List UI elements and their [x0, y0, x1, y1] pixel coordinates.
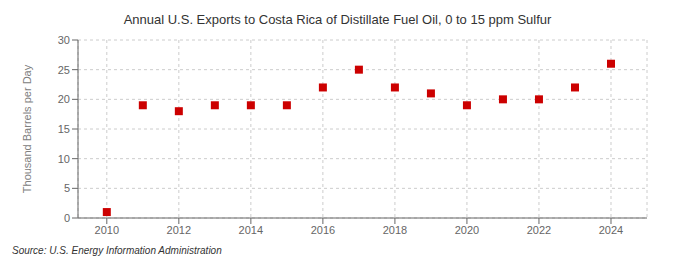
html-text:Annual U.S. Exports to Costa R: Annual U.S. Exports to Costa Rica of Dis… — [123, 12, 552, 27]
svg-text:5: 5 — [64, 182, 70, 194]
svg-text:2012: 2012 — [167, 224, 191, 236]
svg-text:25: 25 — [58, 64, 70, 76]
svg-text:2016: 2016 — [311, 224, 335, 236]
svg-text:15: 15 — [58, 123, 70, 135]
svg-text:Thousand Barrels per Day: Thousand Barrels per Day — [21, 64, 33, 193]
svg-text:2020: 2020 — [455, 224, 479, 236]
svg-text:2018: 2018 — [383, 224, 407, 236]
svg-text:2024: 2024 — [599, 224, 623, 236]
svg-text:0: 0 — [64, 212, 70, 224]
svg-text:2010: 2010 — [95, 224, 119, 236]
svg-text:2014: 2014 — [239, 224, 263, 236]
svg-text:10: 10 — [58, 153, 70, 165]
html-text:Source: U.S. Energy Informatio: Source: U.S. Energy Information Administ… — [12, 245, 222, 256]
svg-text:30: 30 — [58, 34, 70, 46]
svg-text:20: 20 — [58, 93, 70, 105]
svg-text:2022: 2022 — [527, 224, 551, 236]
